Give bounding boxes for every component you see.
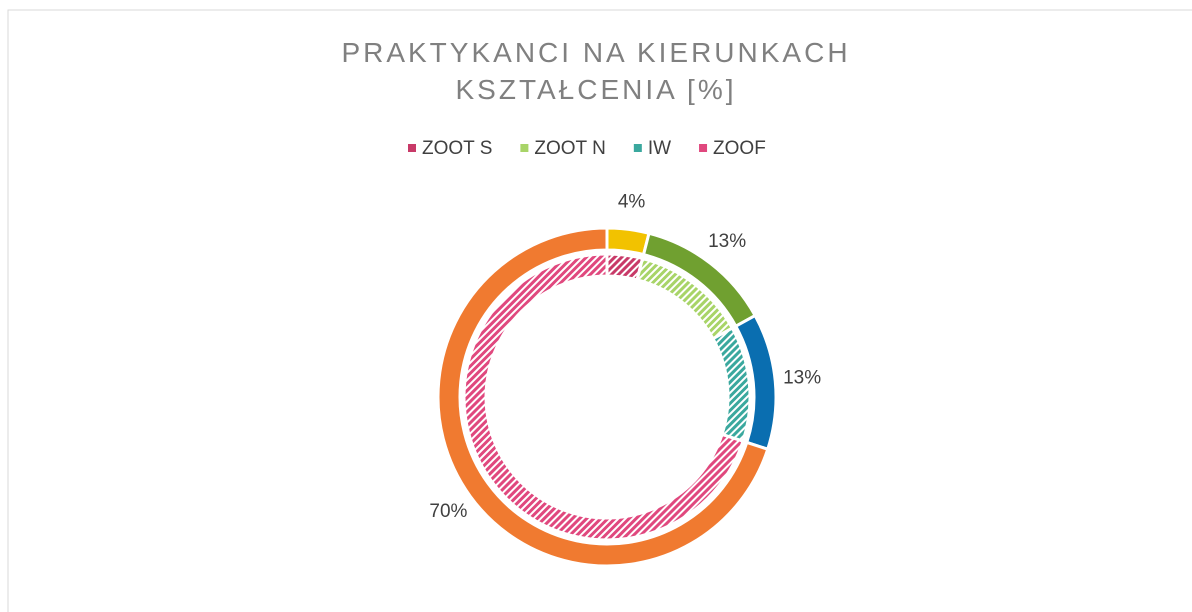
legend-label: ZOOT N [534, 138, 605, 159]
doughnut-segment [436, 226, 770, 568]
legend-marker [520, 144, 529, 152]
data-label: 4% [618, 192, 646, 213]
data-label: 13% [783, 368, 821, 389]
doughnut-segment [605, 226, 651, 257]
data-label: 13% [708, 231, 746, 252]
frame [7, 9, 1192, 612]
legend-label: ZOOF [713, 138, 766, 159]
legend-label: IW [648, 138, 671, 159]
doughnut-segment [462, 252, 745, 542]
legend-label: ZOOT S [422, 138, 492, 159]
legend-marker [699, 144, 708, 152]
chart-title: PRAKTYKANCI NA KIERUNKACH KSZTAŁCENIA [%… [341, 37, 851, 105]
data-label: 70% [429, 501, 467, 522]
legend-marker [408, 144, 416, 152]
legend-marker [633, 144, 642, 152]
